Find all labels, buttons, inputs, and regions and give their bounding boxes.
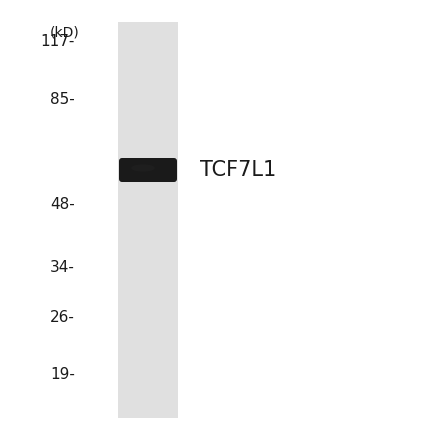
Bar [118, 22, 178, 418]
Text: (kD): (kD) [50, 26, 80, 40]
Ellipse shape [131, 164, 155, 172]
Text: 48-: 48- [50, 197, 75, 212]
Text: 85-: 85- [50, 93, 75, 108]
Text: 34-: 34- [50, 261, 75, 276]
Text: 19-: 19- [50, 367, 75, 382]
Text: 117-: 117- [40, 34, 75, 49]
Text: 26-: 26- [50, 310, 75, 325]
FancyBboxPatch shape [119, 158, 177, 182]
Text: TCF7L1: TCF7L1 [200, 160, 276, 180]
